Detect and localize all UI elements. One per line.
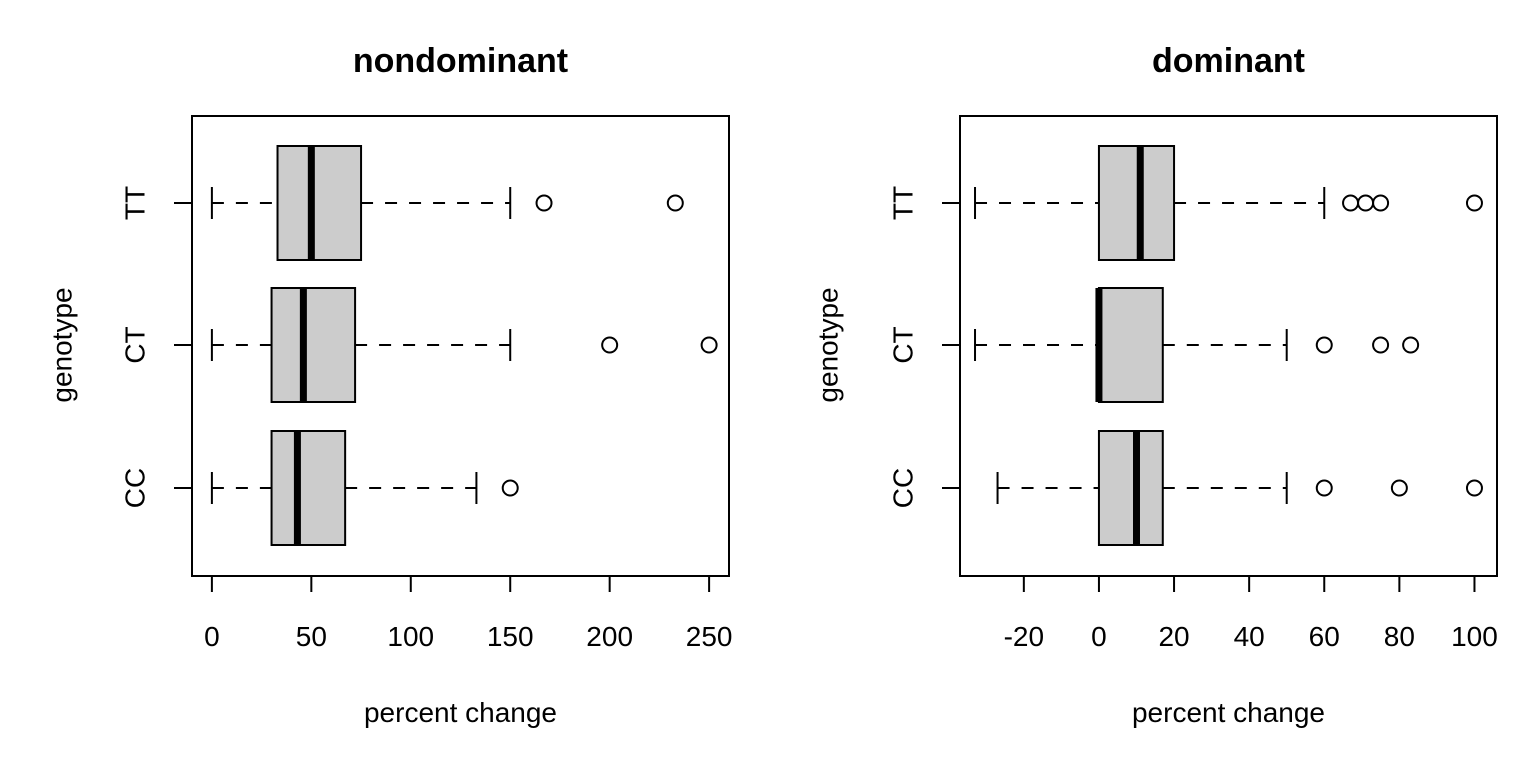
y-tick-label: TT bbox=[888, 186, 919, 220]
y-axis-label: genotype bbox=[813, 287, 844, 402]
outlier-point bbox=[1342, 194, 1360, 212]
y-tick-label: CT bbox=[120, 326, 151, 363]
iqr-box bbox=[1097, 145, 1176, 261]
outlier-point bbox=[1390, 479, 1408, 497]
outlier-point bbox=[1402, 336, 1420, 354]
x-axis-label: percent change bbox=[1132, 697, 1325, 728]
box-TT bbox=[974, 145, 1483, 261]
outlier-point bbox=[1465, 194, 1483, 212]
outlier-point bbox=[1372, 336, 1390, 354]
x-tick-label: 100 bbox=[387, 621, 434, 652]
outlier-point bbox=[666, 194, 684, 212]
panel-dominant: dominant -20 0 20 40 60 80 100 percent change CC C… bbox=[813, 42, 1498, 728]
outlier-point bbox=[1357, 194, 1375, 212]
x-tick-label: 200 bbox=[586, 621, 633, 652]
box-CT bbox=[974, 287, 1420, 403]
outlier-point bbox=[1315, 336, 1333, 354]
y-axis-label: genotype bbox=[47, 287, 78, 402]
x-tick-label: 40 bbox=[1234, 621, 1265, 652]
outlier-point bbox=[1465, 479, 1483, 497]
x-tick-label: 0 bbox=[204, 621, 220, 652]
outlier-point bbox=[700, 336, 718, 354]
x-tick-label: 80 bbox=[1384, 621, 1415, 652]
box-CC bbox=[996, 430, 1483, 546]
x-tick-label: -20 bbox=[1004, 621, 1044, 652]
plot-frame bbox=[959, 115, 1498, 577]
iqr-box bbox=[1097, 430, 1164, 546]
x-tick-label: 150 bbox=[487, 621, 534, 652]
x-tick-label: 250 bbox=[686, 621, 733, 652]
box-TT bbox=[210, 145, 684, 261]
y-tick-label: CC bbox=[888, 468, 919, 508]
box-CC bbox=[210, 430, 519, 546]
y-tick-label: TT bbox=[120, 186, 151, 220]
iqr-box bbox=[1097, 287, 1164, 403]
chart-title: nondominant bbox=[353, 42, 568, 80]
x-tick-label: 100 bbox=[1451, 621, 1498, 652]
y-tick-label: CC bbox=[120, 468, 151, 508]
iqr-box bbox=[276, 145, 363, 261]
x-axis-label: percent change bbox=[364, 697, 557, 728]
box-CT bbox=[210, 287, 718, 403]
outlier-point bbox=[601, 336, 619, 354]
chart-title: dominant bbox=[1152, 42, 1305, 80]
panel-nondominant: nondominant 0 50 100 150 200 250 percent change… bbox=[47, 42, 733, 728]
x-tick-label: 20 bbox=[1158, 621, 1189, 652]
iqr-box bbox=[270, 287, 357, 403]
x-tick-label: 50 bbox=[296, 621, 327, 652]
iqr-box bbox=[270, 430, 347, 546]
y-tick-label: CT bbox=[888, 326, 919, 363]
outlier-point bbox=[1315, 479, 1333, 497]
outlier-point bbox=[535, 194, 553, 212]
x-tick-label: 60 bbox=[1309, 621, 1340, 652]
outlier-point bbox=[1372, 194, 1390, 212]
outlier-point bbox=[501, 479, 519, 497]
x-tick-label: 0 bbox=[1091, 621, 1107, 652]
